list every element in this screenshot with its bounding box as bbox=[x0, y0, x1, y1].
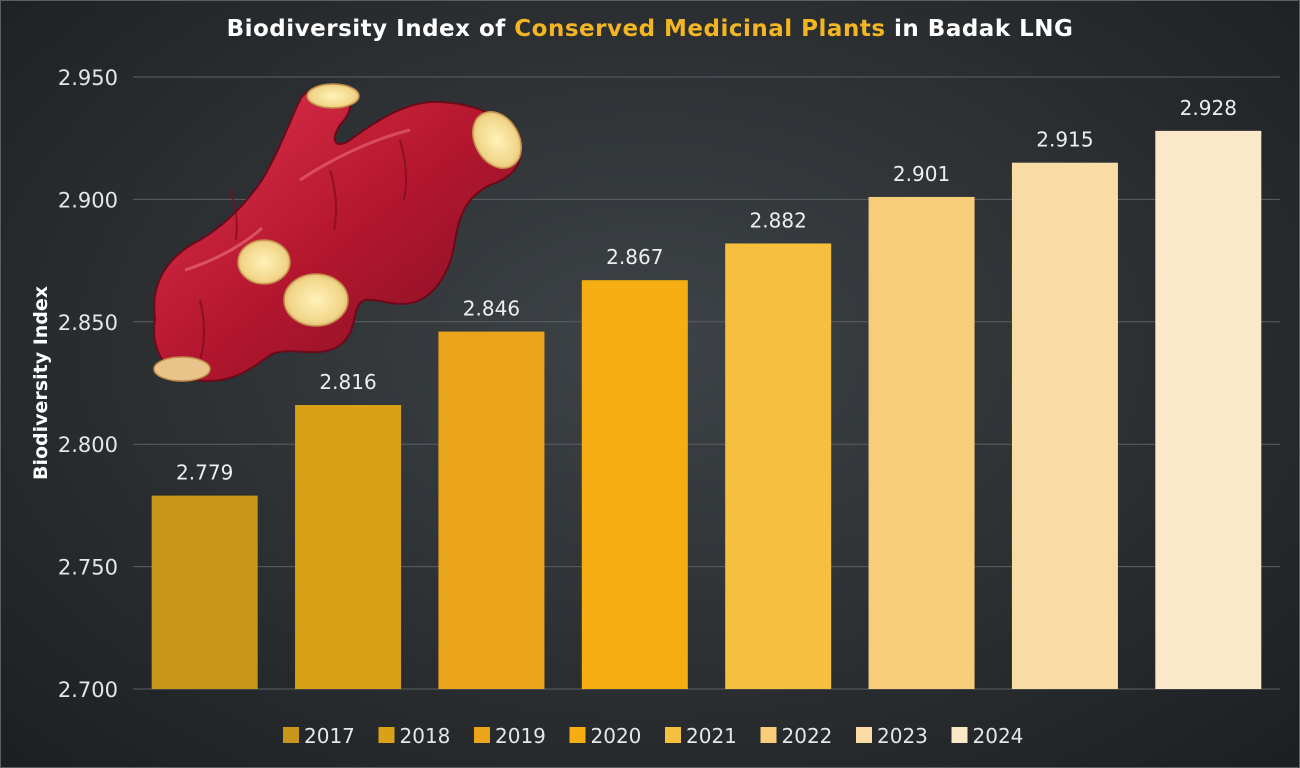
red-ginger-image bbox=[153, 83, 522, 382]
y-tick-label: 2.700 bbox=[58, 678, 118, 702]
legend-swatch bbox=[474, 727, 490, 743]
legend-label: 2023 bbox=[877, 724, 928, 748]
bar-2019 bbox=[438, 331, 545, 689]
bar-2023 bbox=[1011, 162, 1118, 689]
legend-swatch bbox=[283, 727, 299, 743]
legend-swatch bbox=[951, 727, 968, 743]
legend-swatch bbox=[856, 727, 872, 743]
bar-2018 bbox=[295, 405, 402, 689]
y-axis-title: Biodiversity Index bbox=[30, 286, 52, 480]
data-label: 2.928 bbox=[1180, 96, 1237, 120]
legend-label: 2017 bbox=[304, 724, 355, 748]
legend-label: 2018 bbox=[400, 724, 451, 748]
data-label: 2.901 bbox=[893, 162, 950, 186]
data-labels: 2.779 2.816 2.846 2.867 2.882 2.901 2.915 2.928 bbox=[176, 96, 1237, 485]
y-tick-label: 2.800 bbox=[58, 433, 118, 457]
y-tick-label: 2.950 bbox=[58, 66, 118, 90]
chart-title: Biodiversity Index of Conserved Medicina… bbox=[0, 16, 1300, 42]
bar-2020 bbox=[581, 280, 688, 689]
chart-title-part2: in Badak LNG bbox=[885, 16, 1074, 42]
bar-2024 bbox=[1155, 130, 1262, 689]
legend-label: 2019 bbox=[495, 724, 546, 748]
legend-label: 2021 bbox=[686, 724, 737, 748]
legend-swatch bbox=[378, 727, 395, 743]
bar-2021 bbox=[725, 243, 832, 690]
legend-swatch bbox=[569, 727, 586, 743]
chart-title-part1: Biodiversity Index of bbox=[226, 16, 515, 42]
bar-2022 bbox=[868, 196, 975, 689]
legend: 2017 2018 2019 2020 2021 2022 2023 2024 bbox=[283, 724, 1023, 748]
legend-label: 2024 bbox=[973, 724, 1024, 748]
data-label: 2.846 bbox=[463, 297, 520, 321]
data-label: 2.915 bbox=[1036, 128, 1093, 152]
legend-label: 2022 bbox=[782, 724, 833, 748]
legend-swatch bbox=[665, 727, 681, 743]
legend-swatch bbox=[760, 727, 777, 743]
y-tick-label: 2.900 bbox=[58, 188, 118, 212]
data-label: 2.867 bbox=[606, 245, 663, 269]
bars bbox=[151, 130, 1262, 690]
data-label: 2.816 bbox=[319, 370, 376, 394]
data-label: 2.779 bbox=[176, 461, 233, 485]
legend-label: 2020 bbox=[591, 724, 642, 748]
y-axis-ticks: 2.700 2.750 2.800 2.850 2.900 2.950 bbox=[58, 66, 118, 702]
bar-2017 bbox=[151, 495, 258, 689]
chart-title-highlight: Conserved Medicinal Plants bbox=[514, 16, 886, 42]
y-tick-label: 2.750 bbox=[58, 556, 118, 580]
data-label: 2.882 bbox=[750, 208, 807, 232]
y-tick-label: 2.850 bbox=[58, 311, 118, 335]
